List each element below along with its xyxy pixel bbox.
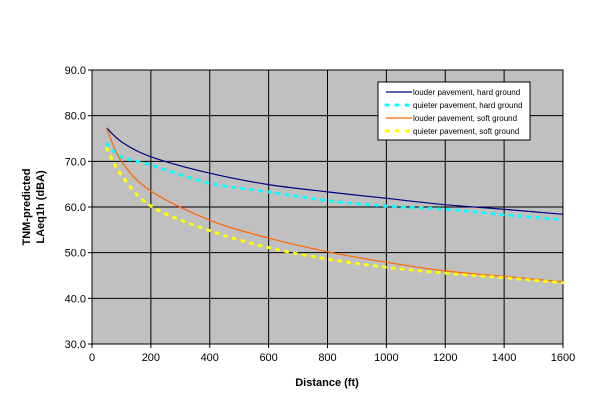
y-axis-title-line-2: LAeq1h (dBA) (35, 170, 47, 244)
x-axis-ticks: 0 200 400 600 800 1000 1200 1400 1600 (89, 344, 575, 364)
y-tick-label: 60.0 (65, 202, 86, 214)
series-line-3 (106, 128, 564, 283)
legend-box (377, 81, 531, 141)
x-axis-title: Distance (ft) (295, 377, 359, 389)
x-tick-label: 1200 (433, 352, 457, 364)
legend-items: louder pavement, hard ground quieter pave… (384, 88, 522, 136)
y-tick-label: 30.0 (65, 339, 86, 351)
y-tick-label: 80.0 (65, 111, 86, 123)
x-tick-label: 1400 (492, 352, 516, 364)
y-tick-label: 50.0 (65, 248, 86, 260)
y-axis-title-line-1: TNM-predicted (21, 169, 33, 246)
y-axis-ticks: 30.0 40.0 50.0 60.0 70.0 80.0 90.0 (65, 65, 92, 351)
x-tick-label: 0 (89, 352, 95, 364)
y-tick-label: 40.0 (65, 293, 86, 305)
legend-label-3: louder pavement, soft ground (413, 114, 517, 123)
x-tick-label: 600 (259, 352, 277, 364)
series-line-1 (106, 127, 564, 215)
series-line-4 (105, 147, 565, 285)
series-line-2 (105, 142, 565, 222)
y-tick-label: 70.0 (65, 156, 86, 168)
series-lines (105, 127, 565, 285)
legend-label-2: quieter pavement, hard ground (413, 101, 522, 110)
x-tick-label: 400 (201, 352, 219, 364)
legend: louder pavement, hard ground quieter pave… (377, 81, 531, 141)
legend-label-1: louder pavement, hard ground (413, 88, 520, 97)
legend-label-4: quieter pavement, soft ground (413, 127, 519, 136)
y-tick-label: 90.0 (65, 65, 86, 77)
x-tick-label: 1000 (374, 352, 398, 364)
x-tick-label: 1600 (551, 352, 575, 364)
x-tick-label: 800 (318, 352, 336, 364)
x-tick-label: 200 (142, 352, 160, 364)
